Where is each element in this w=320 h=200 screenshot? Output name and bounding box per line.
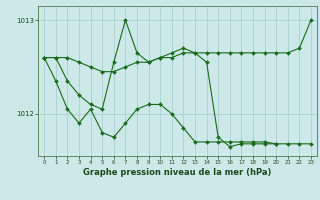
X-axis label: Graphe pression niveau de la mer (hPa): Graphe pression niveau de la mer (hPa) bbox=[84, 168, 272, 177]
